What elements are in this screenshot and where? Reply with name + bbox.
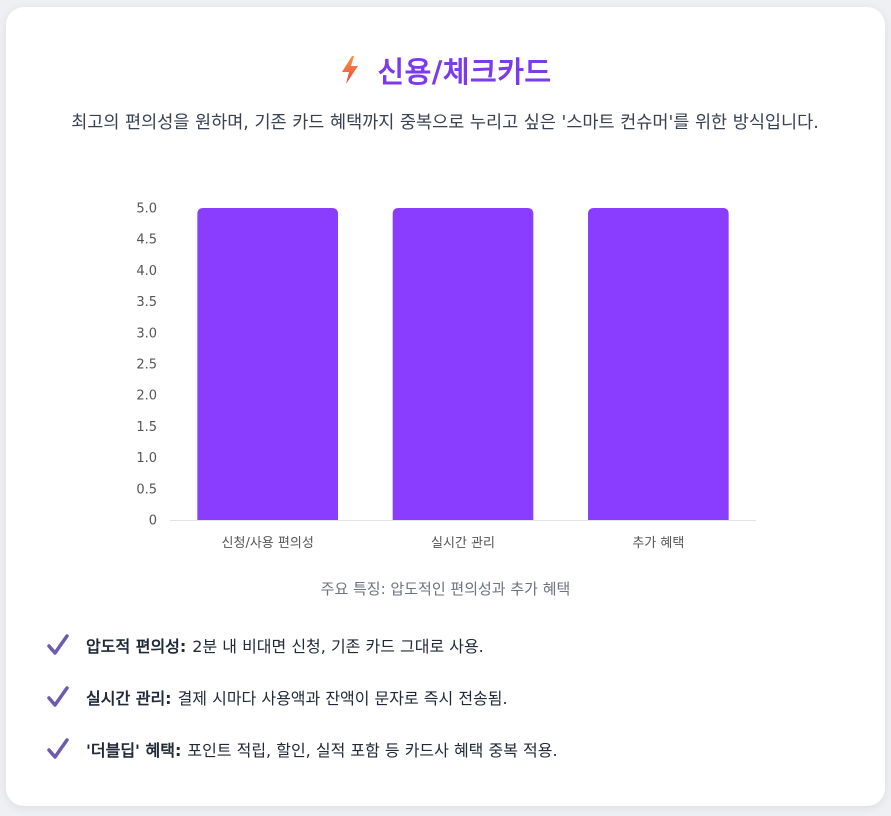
y-tick-label: 1.0 (136, 451, 157, 466)
feature-text: 포인트 적립, 할인, 실적 포함 등 카드사 혜택 중복 적용. (187, 741, 558, 760)
check-icon (47, 686, 69, 707)
y-tick-label: 5.0 (136, 202, 157, 217)
feature-item: 실시간 관리: 결제 시마다 사용액과 잔액이 문자로 즉시 전송됨. (46, 682, 846, 712)
y-tick-label: 3.0 (136, 326, 157, 341)
feature-title: '더블딥' 혜택: (86, 741, 182, 760)
page-title: 신용/체크카드 (377, 55, 552, 89)
bar (197, 208, 338, 520)
page-subtitle: 최고의 편의성을 원하며, 기존 카드 혜택까지 중복으로 누리고 싶은 '스마… (71, 113, 819, 133)
feature-text: 2분 내 비대면 신청, 기존 카드 그대로 사용. (192, 637, 484, 656)
bar (588, 208, 729, 520)
y-tick-label: 4.5 (136, 233, 157, 248)
y-tick-label: 2.5 (136, 358, 157, 373)
chart-caption: 주요 특징: 압도적인 편의성과 추가 혜택 (320, 580, 571, 598)
feature-title: 실시간 관리: (86, 689, 172, 708)
feature-title: 압도적 편의성: (86, 637, 187, 656)
feature-item: '더블딥' 혜택: 포인트 적립, 할인, 실적 포함 등 카드사 혜택 중복 … (46, 734, 846, 764)
y-tick-label: 4.0 (136, 264, 157, 279)
y-tick-label: 0 (149, 514, 157, 529)
check-icon (47, 634, 69, 655)
lightning-icon (342, 56, 359, 84)
bar (392, 208, 534, 520)
feature-text: 결제 시마다 사용액과 잔액이 문자로 즉시 전송됨. (177, 689, 508, 708)
y-tick-label: 3.5 (136, 295, 157, 310)
x-tick-label: 신청/사용 편의성 (222, 536, 314, 551)
bar-chart: 0 0.5 1.0 1.5 2.0 2.5 3.0 3.5 4.0 4.5 5.0 신청/사용 편의성… (136, 202, 756, 551)
feature-item: 압도적 편의성: 2분 내 비대면 신청, 기존 카드 그대로 사용. (46, 630, 846, 660)
y-tick-label: 0.5 (136, 482, 157, 497)
y-tick-label: 1.5 (136, 420, 157, 435)
title-row: 신용/체크카드 (0, 50, 891, 90)
feature-list: 압도적 편의성: 2분 내 비대면 신청, 기존 카드 그대로 사용. 실시간 … (46, 630, 846, 786)
x-tick-label: 추가 혜택 (632, 536, 684, 551)
y-tick-label: 2.0 (136, 389, 157, 404)
check-icon (47, 738, 69, 759)
x-tick-label: 실시간 관리 (431, 536, 495, 551)
